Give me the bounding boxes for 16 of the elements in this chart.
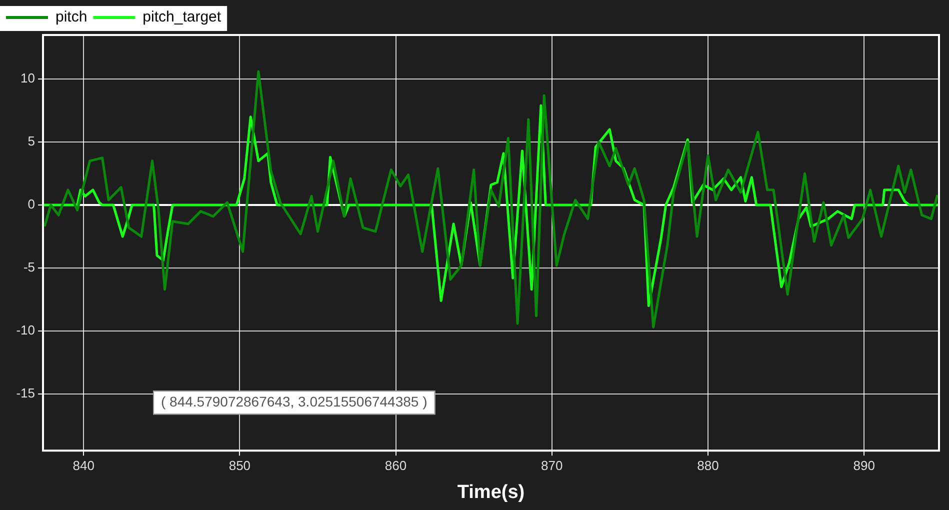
annotation: ( 844.579072867643, 3.02515506744385 ) (161, 393, 428, 410)
legend-label: pitch (56, 8, 88, 26)
y-tick-label: 10 (20, 70, 35, 86)
y-tick-label: -5 (23, 260, 35, 275)
x-tick-label: 870 (541, 458, 563, 473)
y-tick-label: 5 (28, 134, 35, 149)
x-tick-label: 840 (72, 458, 94, 473)
legend-label: pitch_target (142, 8, 222, 26)
y-tick-label: -10 (16, 322, 35, 338)
y-tick-label: -15 (16, 386, 35, 401)
x-tick-label: 880 (697, 458, 719, 473)
x-axis-title: Time(s) (457, 482, 525, 503)
x-tick-label: 890 (853, 458, 875, 473)
x-tick-label: 850 (228, 458, 251, 473)
y-tick-label: 0 (28, 196, 35, 212)
x-tick-label: 860 (384, 458, 407, 473)
